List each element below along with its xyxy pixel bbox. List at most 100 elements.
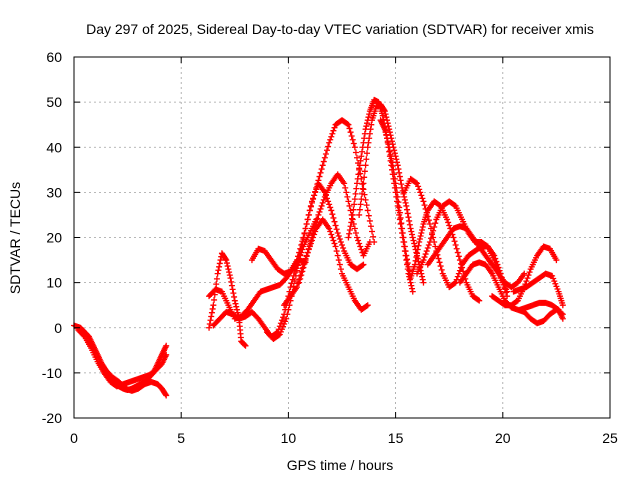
- data-point: [333, 226, 340, 233]
- data-point: [419, 223, 426, 230]
- data-point: [460, 268, 467, 275]
- data-point: [359, 148, 366, 155]
- data-point: [383, 114, 390, 121]
- data-point: [228, 278, 235, 285]
- data-point: [398, 181, 405, 188]
- data-point: [406, 217, 413, 224]
- data-point: [404, 206, 411, 213]
- data-point: [328, 231, 335, 238]
- data-point: [330, 237, 337, 244]
- data-point: [226, 272, 233, 279]
- data-point: [403, 252, 410, 259]
- data-point: [323, 147, 330, 154]
- data-point: [476, 297, 483, 304]
- data-point: [409, 285, 416, 292]
- data-point: [299, 241, 306, 248]
- data-point: [366, 135, 373, 142]
- data-point: [349, 211, 356, 218]
- data-point: [408, 228, 415, 235]
- data-point: [451, 202, 458, 209]
- data-point: [210, 302, 217, 309]
- data-point: [325, 198, 332, 205]
- data-point: [298, 246, 305, 253]
- data-point: [391, 150, 398, 157]
- data-point: [298, 272, 305, 279]
- data-point: [346, 230, 353, 237]
- data-point: [208, 313, 215, 320]
- data-point: [370, 233, 377, 240]
- data-point: [414, 250, 421, 257]
- data-point: [306, 242, 313, 249]
- data-point: [354, 234, 361, 241]
- data-point: [456, 257, 463, 264]
- data-point: [293, 284, 300, 291]
- data-point: [351, 201, 358, 208]
- data-point: [325, 143, 332, 150]
- x-axis-label: GPS time / hours: [287, 457, 394, 473]
- data-point: [423, 209, 430, 216]
- data-point: [384, 117, 391, 124]
- data-point: [316, 208, 323, 215]
- data-point: [420, 198, 427, 205]
- data-point: [393, 184, 400, 191]
- data-point: [320, 158, 327, 165]
- data-point: [354, 175, 361, 182]
- data-point: [392, 153, 399, 160]
- data-point: [412, 179, 419, 186]
- data-point: [453, 245, 460, 252]
- data-point: [312, 223, 319, 230]
- series-arc19: [510, 270, 566, 309]
- data-point: [344, 193, 351, 200]
- data-point: [283, 315, 290, 322]
- data-point: [392, 180, 399, 187]
- data-point: [359, 185, 366, 192]
- data-point: [409, 288, 416, 295]
- data-point: [559, 302, 566, 309]
- data-point: [406, 221, 413, 228]
- y-tick-label: 0: [54, 320, 62, 336]
- data-point: [524, 275, 531, 282]
- data-point: [394, 193, 401, 200]
- data-point: [523, 278, 530, 285]
- data-point: [366, 111, 373, 118]
- data-point: [231, 293, 238, 300]
- data-point: [365, 139, 372, 146]
- data-point: [355, 237, 362, 244]
- data-point: [432, 243, 439, 250]
- data-point: [213, 275, 220, 282]
- data-point: [415, 242, 422, 249]
- data-point: [319, 162, 326, 169]
- data-point: [404, 256, 411, 263]
- data-point: [425, 242, 432, 249]
- data-point: [329, 211, 336, 218]
- data-point: [394, 189, 401, 196]
- data-point: [331, 240, 338, 247]
- data-point: [318, 202, 325, 209]
- data-point: [450, 234, 457, 241]
- data-point: [391, 175, 398, 182]
- data-point: [277, 320, 284, 327]
- data-point: [315, 211, 322, 218]
- data-point: [424, 245, 431, 252]
- data-point: [347, 223, 354, 230]
- y-tick-label: 30: [46, 184, 62, 200]
- data-point: [209, 305, 216, 312]
- data-point: [351, 144, 358, 151]
- data-point: [344, 120, 351, 127]
- data-point: [303, 253, 310, 260]
- data-point: [301, 230, 308, 237]
- data-point: [330, 214, 337, 221]
- data-point: [295, 280, 302, 287]
- data-point: [332, 222, 339, 229]
- data-point: [222, 255, 229, 262]
- data-point: [390, 166, 397, 173]
- data-point: [389, 163, 396, 170]
- series-arc20: [516, 299, 566, 322]
- data-point: [226, 269, 233, 276]
- data-point: [454, 273, 461, 280]
- data-point: [304, 216, 311, 223]
- data-point: [409, 231, 416, 238]
- data-point: [413, 254, 420, 261]
- data-point: [335, 257, 342, 264]
